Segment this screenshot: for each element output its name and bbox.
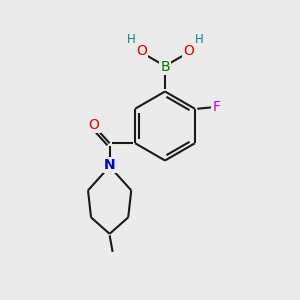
- Text: O: O: [88, 118, 100, 132]
- Text: O: O: [136, 44, 147, 58]
- Text: H: H: [127, 33, 136, 46]
- Text: O: O: [183, 44, 194, 58]
- Text: H: H: [194, 33, 203, 46]
- Text: F: F: [212, 100, 220, 114]
- Text: B: B: [160, 60, 170, 74]
- Text: N: N: [104, 158, 116, 172]
